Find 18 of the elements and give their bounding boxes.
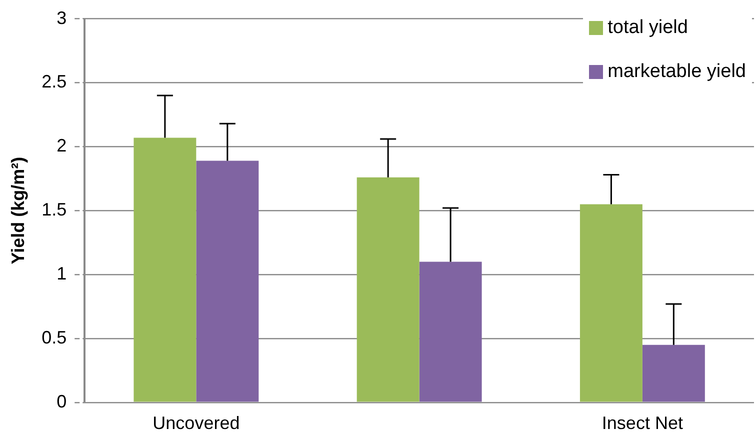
x-tick-label: Uncovered: [152, 413, 240, 434]
y-axis-title: Yield (kg/m²): [8, 156, 28, 264]
bar: [642, 344, 705, 402]
y-tick-label: 3: [56, 8, 67, 28]
y-tick-label: 2.5: [42, 72, 67, 92]
bar: [356, 177, 420, 402]
bar: [134, 138, 196, 402]
bar: [419, 262, 482, 402]
legend-label: total yield: [608, 16, 688, 39]
bar: [196, 160, 259, 402]
y-tick-label: 0.5: [42, 327, 67, 348]
y-tick-label: 1.5: [42, 200, 67, 220]
legend-label: marketable yield: [608, 60, 746, 83]
y-tick-label: 1: [56, 264, 67, 284]
bar: [580, 204, 642, 402]
y-tick-label: 2: [56, 136, 67, 156]
y-tick-label: 0: [56, 391, 67, 412]
x-tick-label: Insect Net: [602, 413, 683, 434]
